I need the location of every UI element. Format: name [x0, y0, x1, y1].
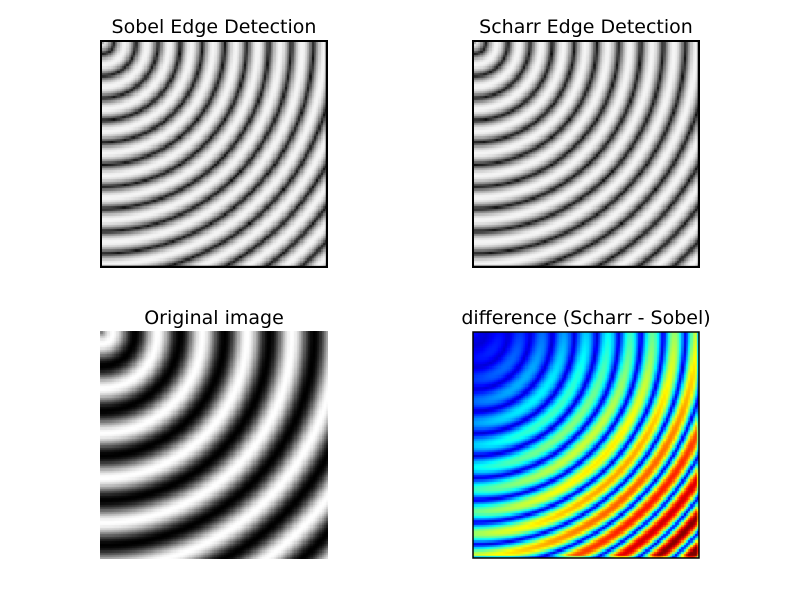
original-image — [100, 331, 328, 559]
scharr-frame — [472, 40, 700, 268]
panel-title-sobel: Sobel Edge Detection — [112, 16, 317, 38]
sobel-image — [101, 41, 327, 267]
panel-difference: difference (Scharr - Sobel) — [461, 307, 711, 559]
difference-image — [473, 332, 699, 558]
sobel-frame — [100, 40, 328, 268]
panel-sobel: Sobel Edge Detection — [100, 16, 328, 268]
panel-scharr: Scharr Edge Detection — [472, 16, 700, 268]
panel-title-original: Original image — [144, 307, 284, 329]
panel-title-scharr: Scharr Edge Detection — [479, 16, 693, 38]
panel-title-difference: difference (Scharr - Sobel) — [461, 307, 710, 329]
scharr-image — [473, 41, 699, 267]
difference-frame — [472, 331, 700, 559]
panel-original: Original image — [100, 307, 328, 559]
